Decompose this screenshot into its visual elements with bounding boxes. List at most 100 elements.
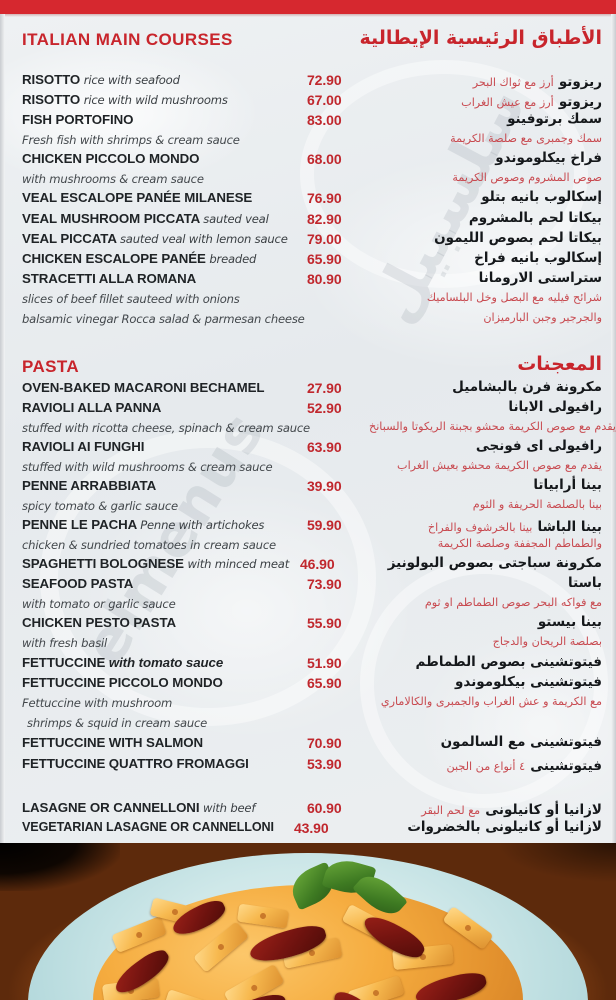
item-description: Fettuccine with mushroom	[22, 696, 173, 710]
item-description: Fresh fish with shrimps & cream sauce	[22, 133, 240, 147]
item-price: 39.90	[307, 478, 342, 494]
menu-row[interactable]: FETTUCCINE QUATTRO FROMAGGI 53.90	[22, 756, 362, 776]
item-arabic: لازانيا أو كانيلونى مع لحم البقر	[302, 799, 602, 818]
item-desc-inline: sauted veal	[203, 212, 269, 226]
item-price: 63.90	[307, 439, 342, 455]
item-name: CHICKEN PESTO PASTA	[22, 615, 176, 630]
item-name: RAVIOLI AI FUNGHI	[22, 439, 145, 454]
menu-row[interactable]: CHICKEN ESCALOPE PANÉE breaded 65.90	[22, 251, 362, 271]
item-description: stuffed with wild mushrooms & cream sauc…	[22, 460, 273, 474]
menu-row[interactable]: LASAGNE OR CANNELLONI with beef 60.90	[22, 800, 362, 820]
item-price: 65.90	[307, 251, 342, 267]
menu-row[interactable]: VEAL PICCATA sauted veal with lemon sauc…	[22, 231, 362, 251]
menu-row[interactable]: RISOTTO rice with wild mushrooms 67.00	[22, 92, 362, 112]
item-price: 60.90	[307, 800, 342, 816]
menu-row[interactable]: FETTUCCINE WITH SALMON 70.90	[22, 735, 362, 755]
item-arabic-desc: يقدم مع صوص الكريمة محشو بعيش الغراب	[397, 459, 602, 472]
item-name: VEAL PICCATA sauted veal with lemon sauc…	[22, 231, 288, 246]
item-price: 55.90	[307, 615, 342, 631]
item-arabic-name: بيكاتا لحم بصوص الليمون	[434, 230, 602, 246]
item-arabic-name: ستراستى الارومانا	[478, 270, 602, 286]
menu-row[interactable]: FETTUCCINE PICCOLO MONDO 65.90	[22, 675, 362, 695]
menu-row[interactable]: SPAGHETTI BOLOGNESE with minced meat 46.…	[22, 556, 362, 576]
menu-row[interactable]: RAVIOLI AI FUNGHI 63.90	[22, 439, 362, 459]
item-name: VEAL ESCALOPE PANÉE MILANESE	[22, 190, 253, 205]
item-price: 76.90	[307, 190, 342, 206]
item-name: FETTUCCINE with tomato sauce	[22, 655, 224, 670]
item-name: RISOTTO rice with seafood	[22, 72, 180, 87]
item-arabic-desc: بينا بالخرشوف والفراخ	[427, 521, 533, 534]
menu-row[interactable]: PENNE LE PACHA Penne with artichokes 59.…	[22, 517, 362, 537]
item-description: slices of beef fillet sauteed with onion…	[22, 292, 240, 306]
photo-vignette-left	[0, 843, 120, 891]
item-arabic: بينا الباشا بينا بالخرشوف والفراخ	[302, 516, 602, 535]
item-desc-inline: Penne with artichokes	[140, 518, 265, 532]
item-arabic-name: فراخ بيكلوموندو	[495, 150, 602, 166]
menu-row[interactable]: RAVIOLI ALLA PANNA 52.90	[22, 400, 362, 420]
item-desc-inline: rice with seafood	[83, 73, 180, 87]
item-description: with fresh basil	[22, 636, 108, 650]
menu-row[interactable]: VEGETARIAN LASAGNE OR CANNELLONI 43.90	[22, 820, 362, 840]
food-photo	[0, 843, 616, 1000]
item-name: CHICKEN ESCALOPE PANÉE breaded	[22, 251, 257, 266]
menu-row[interactable]: CHICKEN PICCOLO MONDO 68.00	[22, 151, 362, 171]
item-price: 65.90	[307, 675, 342, 691]
item-arabic: فيتوتشينى ٤ أنواع من الجبن	[302, 755, 602, 774]
item-desc-inline: with minced meat	[187, 557, 290, 571]
item-desc-inline: with beef	[203, 801, 256, 815]
item-name: FETTUCCINE WITH SALMON	[22, 735, 203, 750]
item-arabic-desc: بصلصة الريحان والدجاج	[492, 635, 602, 648]
item-name: VEGETARIAN LASAGNE OR CANNELLONI	[22, 820, 274, 834]
item-name: SPAGHETTI BOLOGNESE with minced meat	[22, 556, 290, 571]
item-price: 68.00	[307, 151, 342, 167]
item-price: 59.90	[307, 517, 342, 533]
item-name: STRACETTI ALLA ROMANA	[22, 271, 197, 286]
item-description: spicy tomato & garlic sauce	[22, 499, 178, 513]
item-arabic-name: سمك برتوفينو	[507, 111, 602, 127]
item-name: FETTUCCINE PICCOLO MONDO	[22, 675, 223, 690]
item-arabic-name: إسكالوب بانيه فراخ	[474, 250, 602, 266]
menu-row[interactable]: OVEN-BAKED MACARONI BECHAMEL 27.90	[22, 380, 362, 400]
item-name: CHICKEN PICCOLO MONDO	[22, 151, 200, 166]
item-price: 67.00	[307, 92, 342, 108]
item-arabic: ريزوتو أرز مع ثواك البحر	[302, 71, 602, 90]
item-price: 52.90	[307, 400, 342, 416]
item-price: 43.90	[294, 820, 329, 836]
menu-row[interactable]: SEAFOOD PASTA 73.90	[22, 576, 362, 596]
item-price: 80.90	[307, 271, 342, 287]
item-arabic-desc: سمك وجمبرى مع صلصة الكريمة	[450, 132, 602, 145]
menu-row[interactable]: VEAL ESCALOPE PANÉE MILANESE 76.90	[22, 190, 362, 210]
item-arabic-desc: والجرجير وجبن البارميزان	[483, 311, 602, 324]
item-arabic-name: ريزوتو	[558, 74, 602, 90]
menu-row[interactable]: CHICKEN PESTO PASTA 55.90	[22, 615, 362, 635]
item-arabic-desc: شرائح فيليه مع البصل وخل البلساميك	[426, 291, 602, 304]
menu-row[interactable]: FISH PORTOFINO 83.00	[22, 112, 362, 132]
item-price: 73.90	[307, 576, 342, 592]
item-arabic-desc: صوص المشروم وصوص الكريمة	[452, 171, 602, 184]
section-title-pasta: PASTA	[22, 357, 80, 376]
item-arabic-desc: يقدم مع صوص الكريمة محشو بجبنة الريكوتا …	[368, 420, 616, 433]
item-price: 27.90	[307, 380, 342, 396]
menu-row[interactable]: RISOTTO rice with seafood 72.90	[22, 72, 362, 92]
page-edge-right	[611, 14, 616, 843]
item-description: with mushrooms & cream sauce	[22, 172, 204, 186]
menu-row[interactable]: STRACETTI ALLA ROMANA 80.90	[22, 271, 362, 291]
item-arabic-name: ريزوتو	[558, 94, 602, 110]
item-arabic-desc: مع فواكه البحر صوص الطماطم او ثوم	[424, 596, 602, 609]
item-arabic-desc: أرز مع ثواك البحر	[472, 76, 554, 89]
item-name: VEAL MUSHROOM PICCATA sauted veal	[22, 211, 269, 226]
menu-row[interactable]: PENNE ARRABBIATA 39.90	[22, 478, 362, 498]
item-description: with tomato or garlic sauce	[22, 597, 176, 611]
item-arabic-desc: ٤ أنواع من الجبن	[446, 760, 526, 773]
item-price: 70.90	[307, 735, 342, 751]
item-arabic-name: فيتوتشينى مع السالمون	[440, 734, 602, 750]
menu-row[interactable]: VEAL MUSHROOM PICCATA sauted veal 82.90	[22, 211, 362, 231]
item-arabic-desc: مع لحم البقر	[421, 804, 481, 817]
item-name: RAVIOLI ALLA PANNA	[22, 400, 162, 415]
item-name: RISOTTO rice with wild mushrooms	[22, 92, 228, 107]
item-price: 53.90	[307, 756, 342, 772]
item-arabic-name: إسكالوب بانيه بتلو	[481, 189, 602, 205]
menu-row[interactable]: FETTUCCINE with tomato sauce 51.90	[22, 655, 362, 675]
page-edge-left	[0, 14, 5, 843]
